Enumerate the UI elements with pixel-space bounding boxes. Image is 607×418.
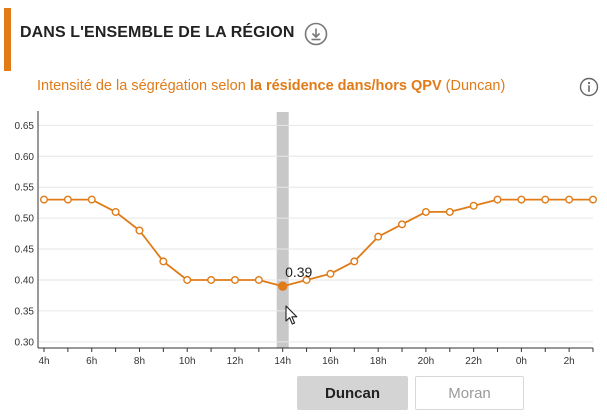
duncan-button[interactable]: Duncan: [297, 376, 408, 410]
x-tick-label: 0h: [516, 356, 527, 367]
data-point: [63, 195, 72, 204]
x-tick-label: 10h: [179, 356, 196, 367]
highlight-value-label: 0.39: [285, 264, 312, 280]
data-point: [207, 275, 216, 284]
data-point: [589, 195, 598, 204]
moran-button[interactable]: Moran: [415, 376, 524, 410]
x-tick-label: 4h: [38, 356, 49, 367]
data-point: [517, 195, 526, 204]
data-point: [445, 207, 454, 216]
y-tick-label: 0.65: [15, 121, 35, 132]
y-tick-label: 0.30: [15, 337, 35, 348]
data-point-highlighted: [277, 281, 288, 291]
y-tick-label: 0.60: [15, 152, 35, 163]
data-point: [565, 195, 574, 204]
data-point: [326, 269, 335, 278]
data-point: [421, 207, 430, 216]
x-tick-label: 20h: [418, 356, 435, 367]
x-tick-label: 22h: [465, 356, 482, 367]
subtitle-suffix: (Duncan): [441, 78, 506, 94]
y-tick-label: 0.45: [15, 245, 35, 256]
x-tick-label: 14h: [274, 356, 291, 367]
subtitle-prefix: Intensité de la ségrégation selon: [37, 78, 250, 94]
chart-subtitle: Intensité de la ségrégation selon la rés…: [37, 78, 505, 94]
section-title: DANS L'ENSEMBLE DE LA RÉGION: [20, 24, 295, 41]
duncan-line-chart: 0.30 0.35 0.40 0.45 0.50 0.55 0.60 0.65 4h 6h 8h 10…: [15, 111, 598, 367]
accent-bar: [4, 8, 11, 71]
info-icon[interactable]: [579, 77, 599, 97]
x-tick-label: 2h: [564, 356, 575, 367]
data-point: [254, 275, 263, 284]
data-point: [350, 257, 359, 266]
data-point: [302, 275, 311, 284]
data-point: [135, 226, 144, 235]
x-tick-label: 6h: [86, 356, 97, 367]
series-line: [44, 198, 593, 288]
x-tick-label: 12h: [227, 356, 244, 367]
download-icon[interactable]: [304, 22, 328, 46]
mouse-pointer-icon: [285, 305, 298, 325]
x-tick-label: 18h: [370, 356, 387, 367]
data-point: [541, 195, 550, 204]
data-point: [398, 220, 407, 229]
y-tick-label: 0.50: [15, 214, 35, 225]
data-point: [159, 257, 168, 266]
y-tick-label: 0.40: [15, 275, 35, 286]
y-tick-label: 0.55: [15, 183, 35, 194]
data-point: [374, 232, 383, 241]
x-tick-label: 8h: [134, 356, 145, 367]
data-point: [493, 195, 502, 204]
data-point: [230, 275, 239, 284]
data-point: [469, 201, 478, 210]
data-point: [40, 195, 49, 204]
data-point: [87, 195, 96, 204]
x-tick-label: 16h: [322, 356, 339, 367]
subtitle-emphasis: la résidence dans/hors QPV: [249, 78, 442, 94]
data-point: [183, 275, 192, 284]
y-tick-label: 0.35: [15, 306, 35, 317]
data-point: [111, 207, 120, 216]
